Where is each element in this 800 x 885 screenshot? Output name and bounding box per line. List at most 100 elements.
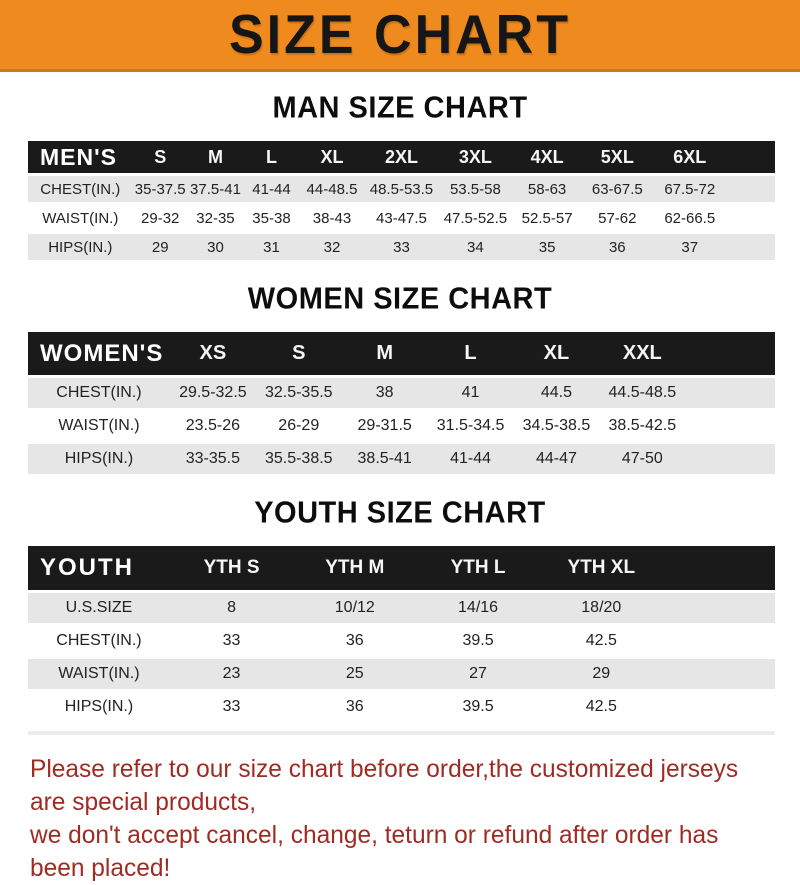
- size-value-cell: 42.5: [539, 626, 663, 656]
- size-value-cell: 62-66.5: [652, 205, 728, 231]
- size-chart-banner: SIZE CHART: [0, 0, 800, 72]
- size-value-cell: 35: [512, 234, 583, 260]
- banner-title: SIZE CHART: [229, 4, 571, 65]
- size-value-cell: 35-37.5: [132, 176, 188, 202]
- size-value-cell: 52.5-57: [512, 205, 583, 231]
- men-size-table: MEN'S S M L XL 2XL 3XL 4XL 5XL 6XL CHEST(IN.) 35-37…: [28, 138, 775, 263]
- table-row: WAIST(IN.) 29-32 32-35 35-38 38-43 43-47.5 47.…: [28, 205, 775, 231]
- row-label: CHEST(IN.): [28, 626, 170, 656]
- table-header-row: MEN'S S M L XL 2XL 3XL 4XL 5XL 6XL: [28, 141, 775, 173]
- disclaimer-line1: Please refer to our size chart before or…: [30, 755, 739, 816]
- column-header: YTH XL: [539, 546, 663, 590]
- row-filler: [662, 593, 775, 623]
- row-label: WAIST(IN.): [28, 411, 170, 441]
- size-value-cell: 35.5-38.5: [255, 444, 342, 474]
- table-row: WAIST(IN.) 23 25 27 29: [28, 659, 775, 689]
- column-header: M: [341, 332, 428, 375]
- table-row: HIPS(IN.) 29 30 31 32 33 34 35 36 37: [28, 234, 775, 260]
- size-value-cell: 41: [427, 378, 514, 408]
- row-label: CHEST(IN.): [28, 378, 170, 408]
- size-value-cell: 44.5: [513, 378, 600, 408]
- size-value-cell: 63-67.5: [582, 176, 653, 202]
- table-corner-label: MEN'S: [28, 141, 133, 173]
- size-value-cell: 39.5: [416, 626, 540, 656]
- table-row: U.S.SIZE 8 10/12 14/16 18/20: [28, 593, 775, 623]
- size-value-cell: 38: [341, 378, 428, 408]
- row-filler: [685, 378, 775, 408]
- section-heading-women: WOMEN SIZE CHART: [247, 282, 553, 316]
- size-value-cell: 38.5-41: [341, 444, 428, 474]
- row-filler: [662, 692, 775, 722]
- disclaimer: Please refer to our size chart before or…: [30, 753, 760, 885]
- size-value-cell: 23.5-26: [169, 411, 256, 441]
- size-value-cell: 67.5-72: [652, 176, 728, 202]
- column-header: L: [427, 332, 514, 375]
- table-header-row: YOUTH YTH S YTH M YTH L YTH XL: [28, 546, 775, 590]
- size-value-cell: 36: [293, 626, 417, 656]
- size-value-cell: 44-47: [513, 444, 600, 474]
- row-label: WAIST(IN.): [28, 659, 170, 689]
- size-value-cell: 10/12: [293, 593, 417, 623]
- size-value-cell: 57-62: [582, 205, 653, 231]
- size-value-cell: 38.5-42.5: [599, 411, 686, 441]
- column-header: M: [187, 141, 244, 173]
- size-value-cell: 33: [364, 234, 439, 260]
- size-value-cell: 31: [243, 234, 300, 260]
- column-header: XS: [169, 332, 256, 375]
- size-value-cell: 39.5: [416, 692, 540, 722]
- size-value-cell: 37.5-41: [187, 176, 244, 202]
- size-value-cell: 29.5-32.5: [169, 378, 256, 408]
- size-value-cell: 14/16: [416, 593, 540, 623]
- row-label: CHEST(IN.): [28, 176, 133, 202]
- table-row: CHEST(IN.) 35-37.5 37.5-41 41-44 44-48.5 48.5…: [28, 176, 775, 202]
- table-corner-label: YOUTH: [28, 546, 170, 590]
- size-value-cell: 33: [169, 692, 294, 722]
- column-header: XXL: [599, 332, 686, 375]
- size-value-cell: 33: [169, 626, 294, 656]
- size-value-cell: 8: [169, 593, 294, 623]
- women-size-table: WOMEN'S XS S M L XL XXL CHEST(IN.) 29.5-32.5 32.5…: [28, 329, 775, 477]
- column-header: S: [132, 141, 188, 173]
- size-value-cell: 34: [438, 234, 512, 260]
- section-heading-youth: YOUTH SIZE CHART: [254, 496, 546, 530]
- size-value-cell: 32.5-35.5: [255, 378, 342, 408]
- size-value-cell: 29-32: [132, 205, 188, 231]
- size-value-cell: 30: [187, 234, 244, 260]
- size-value-cell: 25: [293, 659, 417, 689]
- table-corner-label: WOMEN'S: [28, 332, 170, 375]
- size-value-cell: 32-35: [187, 205, 244, 231]
- column-header: XL: [513, 332, 600, 375]
- row-filler: [727, 234, 775, 260]
- header-filler: [685, 332, 775, 375]
- column-header: 3XL: [438, 141, 512, 173]
- size-value-cell: 53.5-58: [438, 176, 512, 202]
- column-header: XL: [299, 141, 365, 173]
- table-row: CHEST(IN.) 29.5-32.5 32.5-35.5 38 41 44.5 44.5…: [28, 378, 775, 408]
- row-label: WAIST(IN.): [28, 205, 133, 231]
- row-filler: [685, 444, 775, 474]
- table-row: HIPS(IN.) 33-35.5 35.5-38.5 38.5-41 41-44 44-…: [28, 444, 775, 474]
- size-value-cell: 48.5-53.5: [364, 176, 439, 202]
- row-label: HIPS(IN.): [28, 444, 170, 474]
- size-value-cell: 47-50: [599, 444, 686, 474]
- size-value-cell: 43-47.5: [364, 205, 439, 231]
- size-value-cell: 44-48.5: [299, 176, 365, 202]
- column-header: YTH L: [416, 546, 540, 590]
- size-value-cell: 34.5-38.5: [513, 411, 600, 441]
- size-value-cell: 41-44: [427, 444, 514, 474]
- size-value-cell: 29-31.5: [341, 411, 428, 441]
- header-filler: [662, 546, 775, 590]
- column-header: 2XL: [364, 141, 439, 173]
- size-value-cell: 23: [169, 659, 294, 689]
- size-value-cell: 44.5-48.5: [599, 378, 686, 408]
- size-value-cell: 26-29: [255, 411, 342, 441]
- column-header: 5XL: [582, 141, 653, 173]
- size-value-cell: 31.5-34.5: [427, 411, 514, 441]
- disclaimer-line2: we don't accept cancel, change, teturn o…: [30, 821, 719, 882]
- row-label: U.S.SIZE: [28, 593, 170, 623]
- size-value-cell: 18/20: [539, 593, 663, 623]
- size-value-cell: 29: [132, 234, 188, 260]
- column-header: L: [243, 141, 300, 173]
- column-header: YTH S: [169, 546, 294, 590]
- column-header: 6XL: [652, 141, 728, 173]
